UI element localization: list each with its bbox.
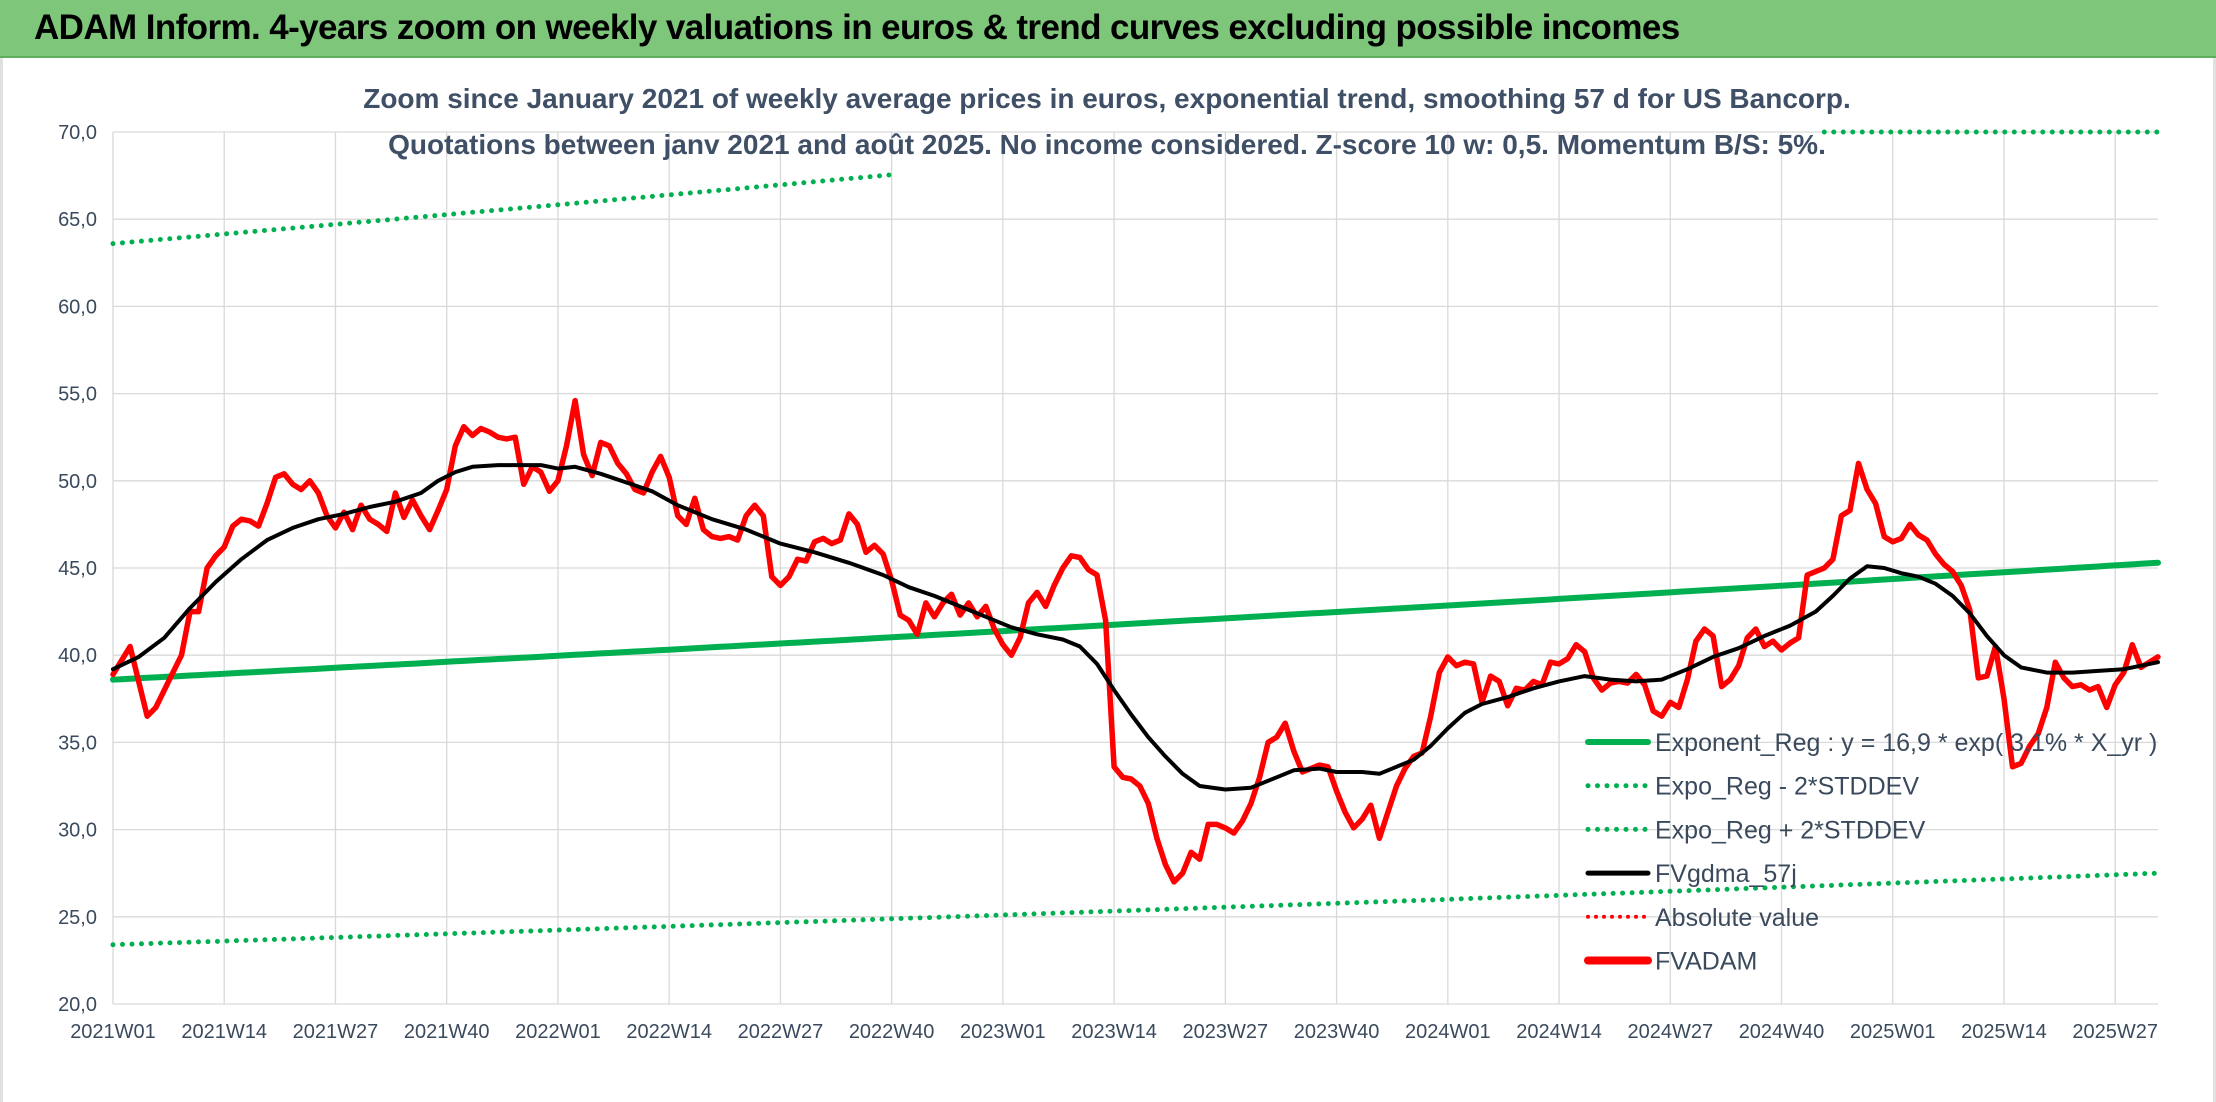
chart-frame: 20,0 25,0 30,0 35,0 40,0 45,0 50,0 55,0 60,0 65,0… <box>0 58 2216 1102</box>
x-tick-label: 2022W27 <box>738 1021 824 1043</box>
grid <box>112 131 2158 1005</box>
legend-item-plus-2sd: Expo_Reg + 2*STDDEV <box>1585 816 1926 844</box>
y-tick-label: 60,0 <box>58 296 97 318</box>
y-tick-label: 50,0 <box>58 471 97 493</box>
y-tick-label: 65,0 <box>58 209 97 231</box>
chart-subtitle: Zoom since January 2021 of weekly averag… <box>363 83 1851 160</box>
subtitle-line-1: Zoom since January 2021 of weekly averag… <box>363 83 1851 114</box>
x-tick-label: 2025W14 <box>1961 1021 2047 1043</box>
legend-label: FVADAM <box>1655 948 1757 976</box>
axis-ticks: 20,0 25,0 30,0 35,0 40,0 45,0 50,0 55,0 60,0 65,0… <box>58 122 2158 1043</box>
legend-item-absolute-value: Absolute value <box>1586 904 1819 932</box>
page-title: ADAM Inform. 4-years zoom on weekly valu… <box>34 8 1680 47</box>
x-tick-label: 2023W14 <box>1071 1021 1157 1043</box>
legend-item-minus-2sd: Expo_Reg - 2*STDDEV <box>1585 773 1919 801</box>
x-tick-label: 2024W40 <box>1739 1021 1825 1043</box>
legend-label: Expo_Reg - 2*STDDEV <box>1655 773 1919 801</box>
y-tick-label: 45,0 <box>58 558 97 580</box>
x-tick-label: 2021W40 <box>404 1021 490 1043</box>
y-tick-label: 55,0 <box>58 384 97 406</box>
x-tick-label: 2023W40 <box>1294 1021 1380 1043</box>
series-expo-reg-plus-2sd <box>110 172 895 247</box>
x-tick-label: 2022W01 <box>515 1021 601 1043</box>
y-tick-label: 30,0 <box>58 820 97 842</box>
y-tick-label: 20,0 <box>58 994 97 1016</box>
series-expo-reg-minus-2sd <box>110 870 2161 948</box>
series-fvadam <box>110 397 2161 885</box>
line-chart: 20,0 25,0 30,0 35,0 40,0 45,0 50,0 55,0 60,0 65,0… <box>58 83 2161 1043</box>
y-tick-label: 40,0 <box>58 645 97 667</box>
x-tick-label: 2022W14 <box>626 1021 712 1043</box>
legend-label: Absolute value <box>1655 904 1819 932</box>
legend: Exponent_Reg : y = 16,9 * exp( 3,1% * X_… <box>1584 729 2157 976</box>
x-tick-label: 2021W01 <box>70 1021 156 1043</box>
x-tick-label: 2023W01 <box>960 1021 1046 1043</box>
legend-item-exponent-reg: Exponent_Reg : y = 16,9 * exp( 3,1% * X_… <box>1585 729 2157 757</box>
subtitle-line-2: Quotations between janv 2021 and août 20… <box>388 129 1826 160</box>
series-lines <box>110 129 2161 948</box>
x-tick-label: 2024W01 <box>1405 1021 1491 1043</box>
legend-item-fvgdma: FVgdma_57j <box>1585 860 1797 888</box>
x-tick-label: 2021W14 <box>181 1021 267 1043</box>
series-exponent-reg <box>110 559 2161 683</box>
x-tick-label: 2024W14 <box>1516 1021 1602 1043</box>
x-tick-label: 2023W27 <box>1183 1021 1269 1043</box>
legend-item-fvadam: FVADAM <box>1584 948 1757 976</box>
x-tick-label: 2024W27 <box>1627 1021 1713 1043</box>
x-tick-label: 2022W40 <box>849 1021 935 1043</box>
y-tick-label: 25,0 <box>58 907 97 929</box>
y-tick-label: 70,0 <box>58 122 97 144</box>
series-fvgdma-57j <box>111 463 2160 792</box>
legend-label: Exponent_Reg : y = 16,9 * exp( 3,1% * X_… <box>1655 729 2157 757</box>
x-tick-label: 2025W27 <box>2072 1021 2158 1043</box>
legend-label: FVgdma_57j <box>1655 860 1797 888</box>
y-tick-label: 35,0 <box>58 732 97 754</box>
x-tick-label: 2021W27 <box>293 1021 379 1043</box>
header-bar: ADAM Inform. 4-years zoom on weekly valu… <box>0 0 2216 58</box>
legend-label: Expo_Reg + 2*STDDEV <box>1655 816 1926 844</box>
x-tick-label: 2025W01 <box>1850 1021 1936 1043</box>
